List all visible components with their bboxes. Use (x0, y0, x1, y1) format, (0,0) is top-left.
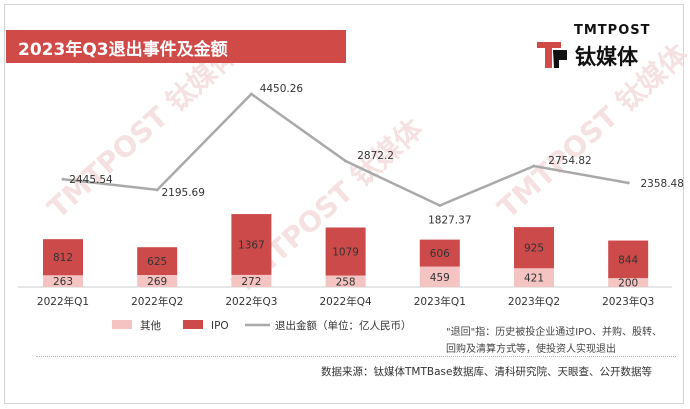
page-title: 2023年Q3退出事件及金额 (18, 40, 228, 60)
data-label-line: 4450.26 (260, 83, 304, 95)
data-label-other: 421 (524, 273, 544, 285)
chart-frame (4, 4, 684, 404)
bar-other (231, 274, 272, 287)
line-exit-amount (62, 92, 629, 207)
line-point (155, 188, 159, 192)
data-label-other: 200 (618, 278, 638, 290)
data-label-other: 269 (147, 276, 167, 288)
bar-ipo (43, 239, 83, 276)
bar-ipo (325, 227, 366, 276)
tmtpost-logo-icon (537, 42, 567, 68)
bar-other (137, 275, 178, 287)
line-point (344, 159, 348, 163)
bar-ipo (514, 227, 554, 269)
line-point (249, 92, 253, 96)
data-label-other: 258 (336, 276, 356, 288)
data-label-ipo: 625 (147, 256, 167, 268)
data-label-ipo: 606 (430, 248, 450, 260)
bar-ipo (419, 239, 460, 267)
legend-label-line: 退出金额（单位：亿人民币） (275, 319, 412, 332)
x-tick-label: 2022年Q1 (37, 295, 89, 308)
x-tick-label: 2022年Q4 (320, 295, 372, 308)
divider (36, 356, 676, 357)
data-label-line: 2754.82 (548, 155, 591, 167)
data-label-ipo: 812 (53, 252, 73, 264)
line-point (61, 177, 65, 181)
bar-ipo (231, 214, 272, 275)
data-label-ipo: 1367 (238, 239, 265, 251)
legend-label-other: 其他 (140, 319, 161, 332)
data-label-line: 2445.54 (69, 174, 113, 186)
data-label-line: 2195.69 (161, 187, 204, 199)
legend-swatch-ipo (183, 320, 203, 329)
x-tick-label: 2023年Q3 (602, 295, 654, 308)
footnote: "退回"指：历史被投企业通过IPO、并购、股转、回购及清算方式等，使投资人实现退… (446, 327, 663, 355)
legend-label-ipo: IPO (211, 320, 229, 332)
data-label-other: 263 (53, 276, 73, 288)
data-source: 数据来源：钛媒体TMTBase数据库、清科研究院、天眼查、公开数据等 (321, 366, 652, 378)
bar-other (514, 268, 554, 287)
legend-swatch-other (112, 320, 132, 329)
x-tick-label: 2023年Q1 (414, 295, 466, 308)
bar-other (43, 275, 83, 287)
brand-logo: TMTPOST 钛媒体 (535, 22, 649, 72)
data-label-other: 272 (241, 276, 261, 288)
line-point (438, 203, 442, 207)
bar-other (419, 266, 460, 287)
data-label-ipo: 844 (618, 254, 638, 266)
bar-other (608, 278, 649, 287)
logo-text-cn: 钛媒体 (575, 45, 638, 69)
x-tick-label: 2022年Q3 (225, 295, 277, 308)
data-label-line: 2358.48 (640, 178, 683, 190)
data-label-other: 459 (430, 272, 450, 284)
x-tick-label: 2022年Q2 (131, 295, 183, 308)
line-point (532, 164, 536, 168)
line-point (626, 181, 630, 185)
title-bar: 2023年Q3退出事件及金额 (6, 30, 346, 63)
logo-text-en: TMTPOST (574, 23, 651, 38)
bar-ipo (608, 240, 649, 279)
data-label-line: 1827.37 (428, 214, 471, 226)
data-label-ipo: 1079 (332, 247, 359, 259)
x-tick-label: 2023年Q2 (508, 295, 560, 308)
bar-other (325, 275, 366, 287)
data-label-line: 2872.2 (357, 150, 394, 162)
data-label-ipo: 925 (524, 243, 544, 255)
bar-ipo (137, 247, 178, 276)
